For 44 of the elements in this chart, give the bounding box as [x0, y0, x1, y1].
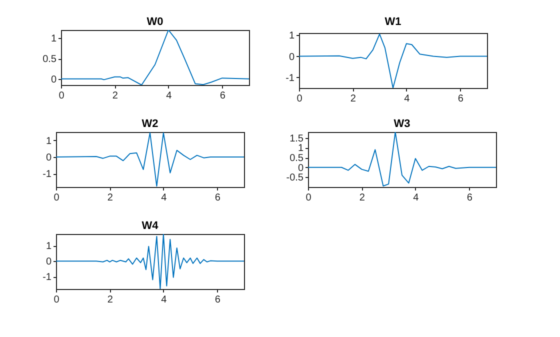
x-tick-label: 2: [112, 90, 118, 102]
x-tick-label: 4: [404, 94, 410, 104]
y-tick-label: 1: [50, 34, 57, 45]
y-tick-label: 1: [298, 143, 304, 154]
chart-title: W4: [142, 220, 160, 232]
y-tick-label: 1: [46, 241, 52, 252]
y-tick-label: 0.5: [42, 54, 57, 66]
line-series: [56, 234, 244, 289]
chart-title: W1: [384, 16, 402, 28]
x-tick-label: 4: [161, 192, 168, 204]
x-tick-label: 2: [350, 94, 356, 104]
chart-title: W0: [146, 16, 164, 28]
line-series: [61, 30, 249, 85]
x-tick-label: 4: [413, 192, 420, 204]
y-tick-label: 1: [288, 30, 295, 42]
y-tick-label: 0: [288, 52, 295, 63]
x-tick-label: 6: [214, 192, 221, 204]
y-tick-label: 1: [46, 136, 52, 147]
y-tick-label: 0: [46, 152, 52, 164]
x-tick-label: 4: [166, 90, 172, 102]
x-tick-label: 4: [161, 294, 168, 306]
chart-title: W3: [394, 118, 410, 130]
x-tick-label: 2: [107, 192, 114, 204]
x-tick-label: 6: [466, 192, 473, 204]
x-tick-label: 2: [107, 294, 114, 306]
y-tick-label: 0.5: [290, 153, 304, 164]
y-tick-label: 1.5: [290, 133, 304, 144]
chart-title: W2: [142, 118, 158, 130]
y-tick-label: -0.5: [286, 172, 304, 184]
line-series: [56, 132, 244, 187]
line-series: [308, 132, 496, 187]
x-tick-label: 2: [359, 192, 366, 204]
x-tick-label: 0: [306, 192, 312, 204]
y-tick-label: 0: [46, 256, 52, 268]
y-tick-label: 0: [50, 74, 57, 86]
x-tick-label: 6: [458, 94, 464, 104]
x-tick-label: 6: [220, 90, 226, 102]
y-tick-label: 0: [298, 162, 304, 174]
y-tick-label: -1: [42, 272, 52, 284]
y-tick-label: -1: [286, 72, 295, 84]
x-tick-label: 6: [214, 294, 221, 306]
x-tick-label: 0: [58, 90, 65, 102]
line-series: [299, 34, 487, 88]
y-tick-label: -1: [42, 169, 52, 180]
